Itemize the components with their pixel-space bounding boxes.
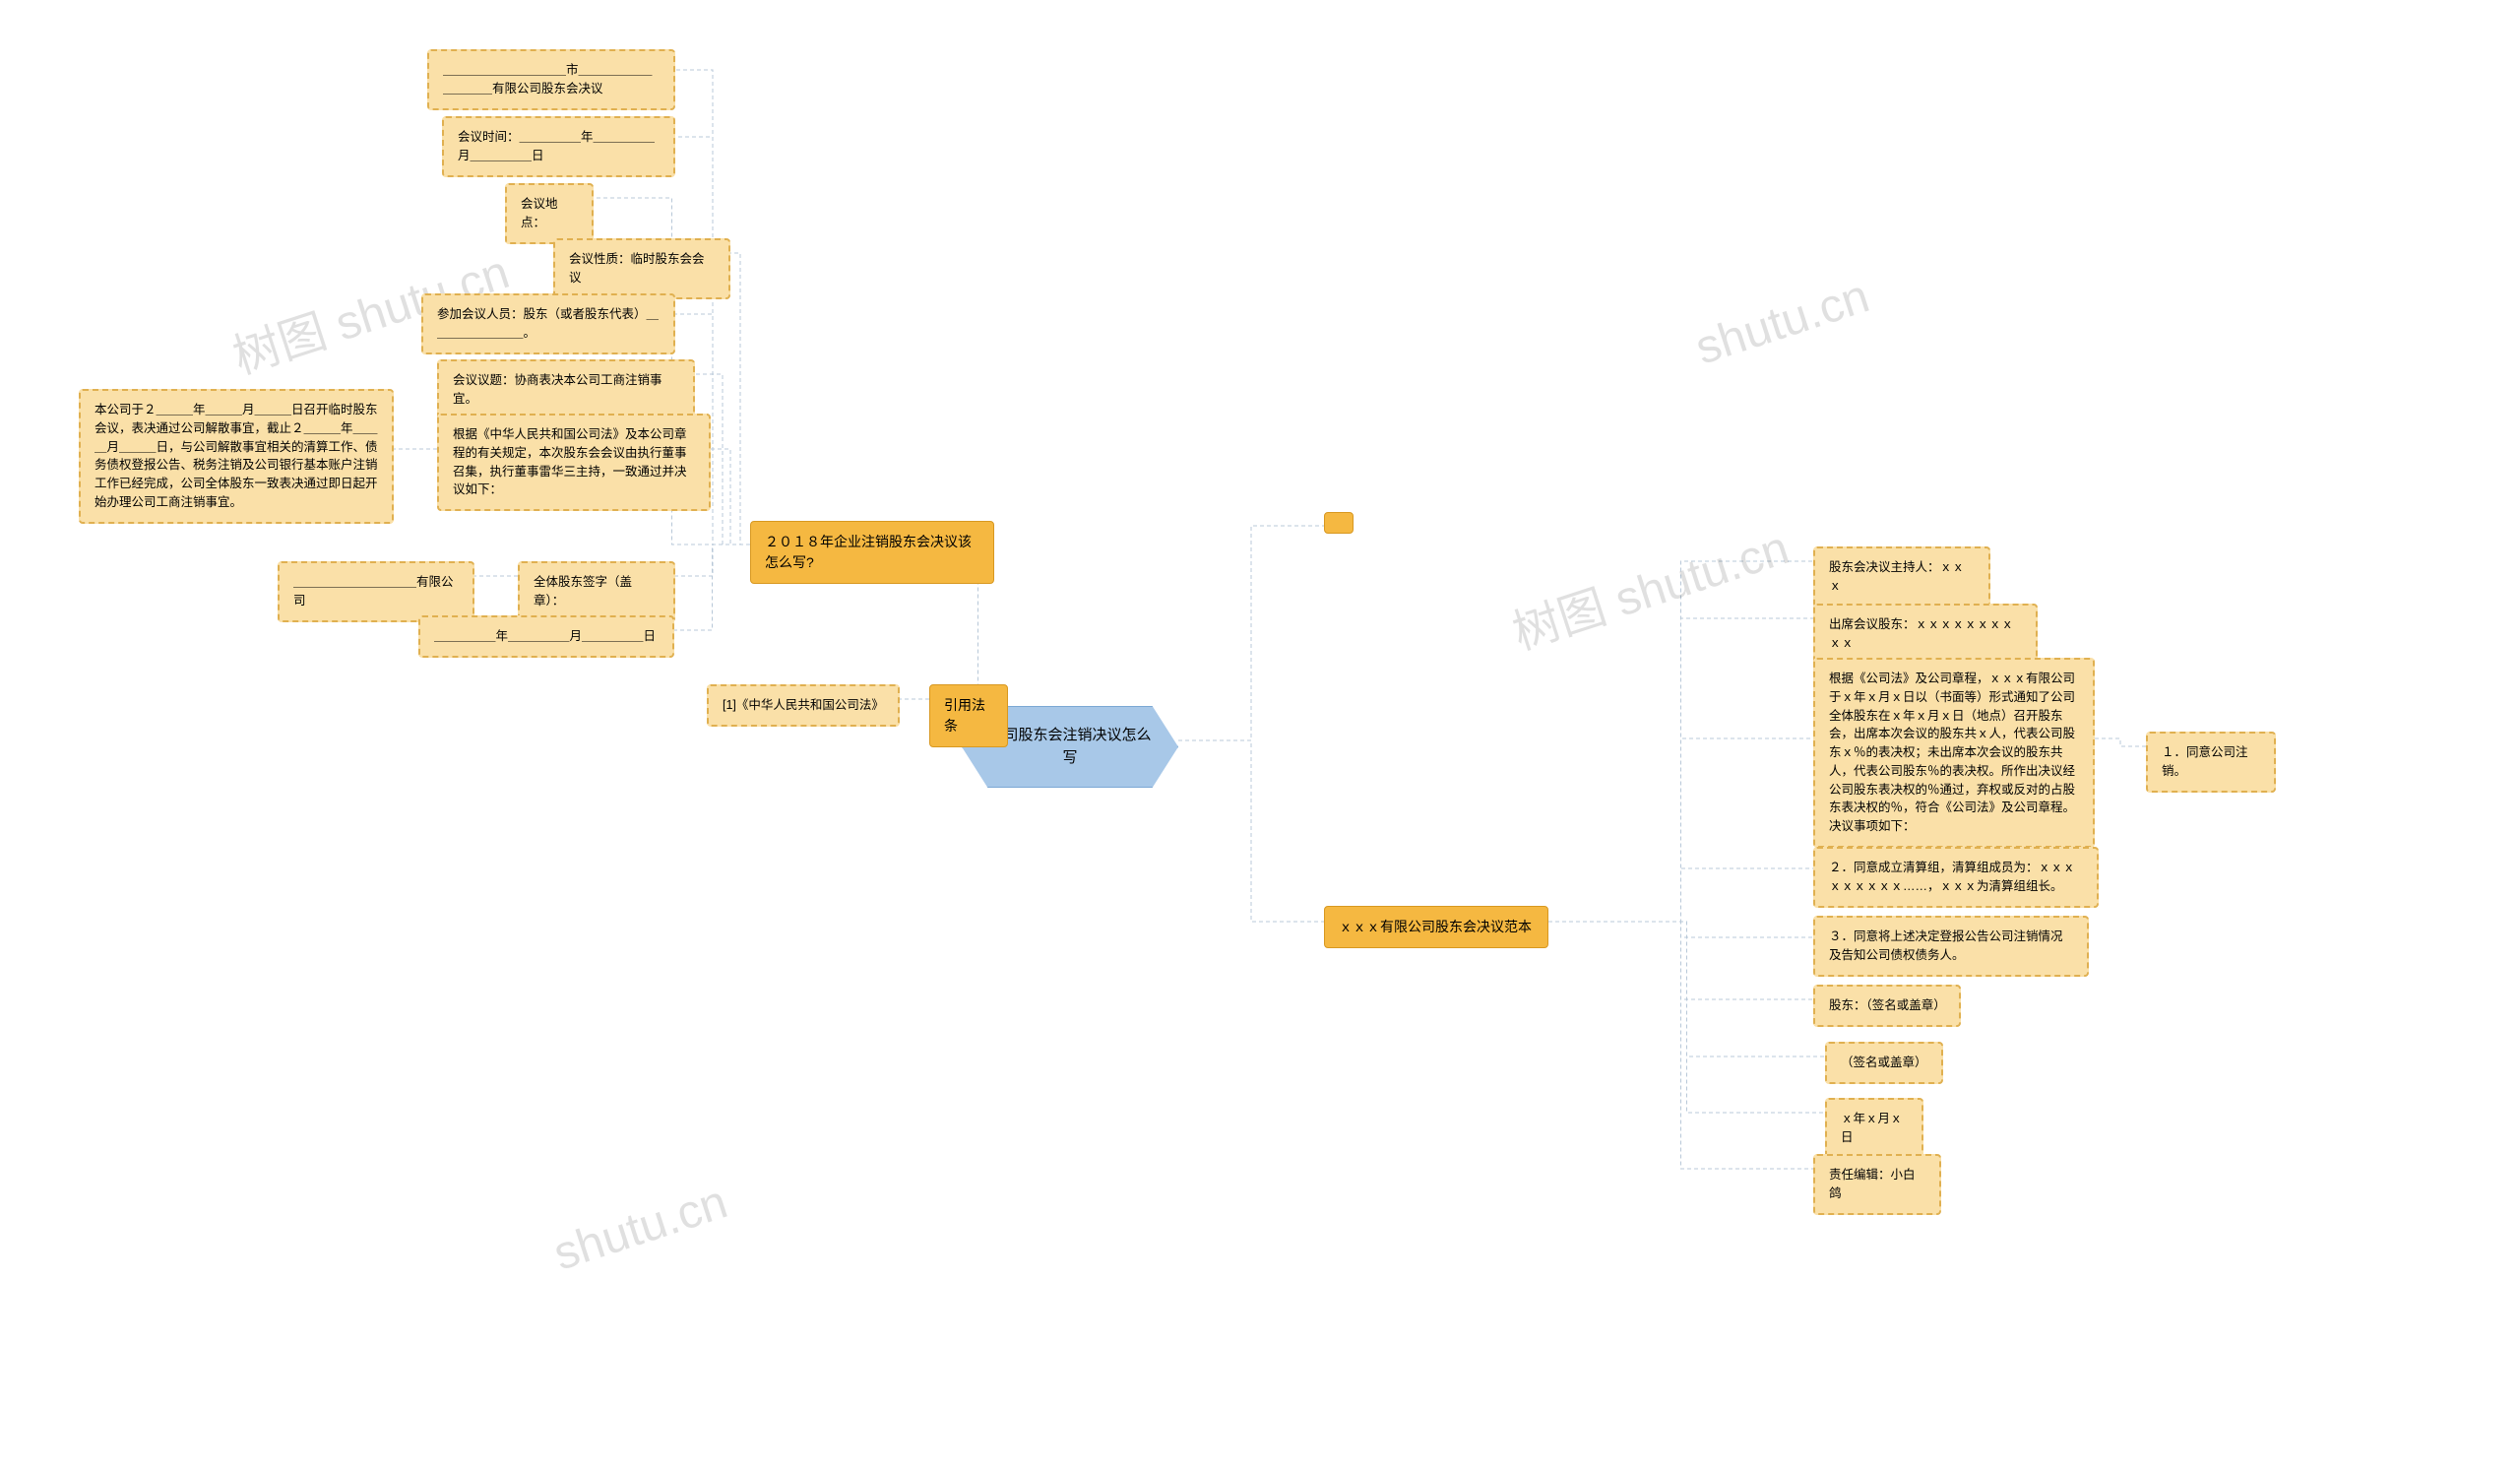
leaf-b2018-7-g: ＿＿＿＿＿＿＿＿＿＿有限公司	[278, 561, 474, 622]
branch-cite: 引用法条	[929, 684, 1008, 747]
leaf-fanben-1: 出席会议股东：ｘｘｘｘｘｘｘｘｘｘ	[1813, 604, 2038, 665]
leaf-fanben-6: （签名或盖章）	[1825, 1042, 1943, 1084]
watermark-1: shutu.cn	[1689, 269, 1876, 375]
watermark-3: shutu.cn	[547, 1175, 734, 1281]
leaf-fanben-4: ３．同意将上述决定登报公告公司注销情况及告知公司债权债务人。	[1813, 916, 2089, 977]
leaf-b2018-6: 根据《中华人民共和国公司法》及本公司章程的有关规定，本次股东会会议由执行董事召集…	[437, 414, 711, 511]
leaf-fanben-0: 股东会决议主持人：ｘｘｘ	[1813, 546, 1990, 608]
center-label: 公司股东会注销决议怎么写	[988, 727, 1151, 766]
leaf-b2018-2: 会议地点：	[505, 183, 594, 244]
leaf-b2018-3: 会议性质：临时股东会会议	[553, 238, 730, 299]
leaf-fanben-2-g: １．同意公司注销。	[2146, 732, 2276, 793]
leaf-b2018-4: 参加会议人员：股东（或者股东代表）＿＿＿＿＿＿＿＿。	[421, 293, 675, 354]
leaf-fanben-7: ｘ年ｘ月ｘ日	[1825, 1098, 1923, 1159]
leaf-b2018-6-g: 本公司于２＿＿＿年＿＿＿月＿＿＿日召开临时股东会议，表决通过公司解散事宜，截止２…	[79, 389, 394, 524]
connector-layer	[0, 0, 2520, 1473]
leaf-b2018-8: ＿＿＿＿＿年＿＿＿＿＿月＿＿＿＿＿日	[418, 615, 674, 658]
leaf-cite-0: [1]《中华人民共和国公司法》	[707, 684, 900, 727]
leaf-fanben-2: 根据《公司法》及公司章程，ｘｘｘ有限公司于ｘ年ｘ月ｘ日以（书面等）形式通知了公司…	[1813, 658, 2095, 848]
watermark-2: 树图 shutu.cn	[1502, 509, 1796, 663]
leaf-fanben-5: 股东：（签名或盖章）	[1813, 985, 1961, 1027]
branch-fanben: ｘｘｘ有限公司股东会决议范本	[1324, 906, 1548, 948]
leaf-fanben-3: ２．同意成立清算组，清算组成员为：ｘｘｘｘｘｘｘｘｘ……，ｘｘｘ为清算组组长。	[1813, 847, 2099, 908]
leaf-b2018-5: 会议议题：协商表决本公司工商注销事宜。	[437, 359, 695, 420]
branch-b2018: ２０１８年企业注销股东会决议该怎么写?	[750, 521, 994, 584]
leaf-b2018-7: 全体股东签字（盖章）：	[518, 561, 675, 622]
branch-tiny	[1324, 512, 1354, 534]
leaf-b2018-0: ＿＿＿＿＿＿＿＿＿＿市＿＿＿＿＿＿＿＿＿＿有限公司股东会决议	[427, 49, 675, 110]
leaf-fanben-8: 责任编辑：小白鸽	[1813, 1154, 1941, 1215]
leaf-b2018-1: 会议时间：＿＿＿＿＿年＿＿＿＿＿月＿＿＿＿＿日	[442, 116, 675, 177]
